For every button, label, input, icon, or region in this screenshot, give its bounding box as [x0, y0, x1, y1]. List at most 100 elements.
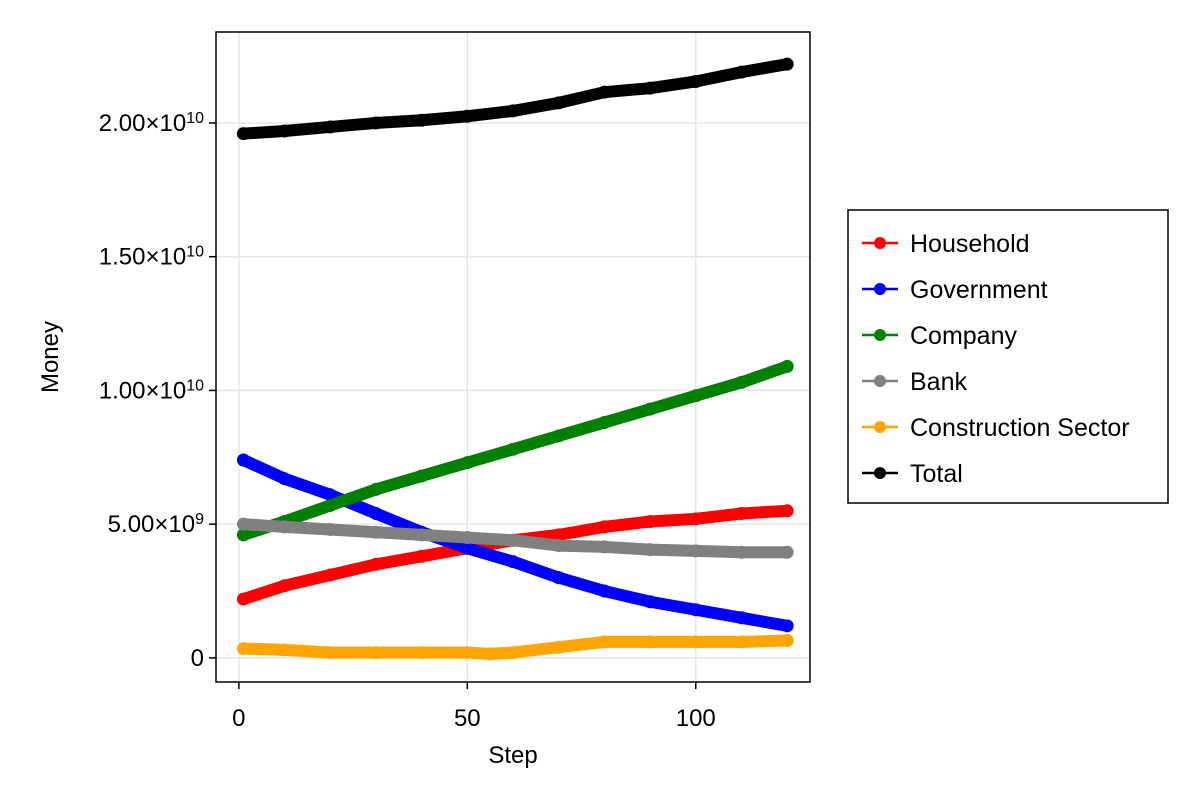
legend-swatch-marker [874, 237, 886, 249]
data-point [323, 120, 337, 134]
data-point [415, 528, 429, 542]
data-point [323, 646, 337, 660]
data-point [689, 512, 703, 526]
data-point [552, 528, 566, 542]
data-point [689, 544, 703, 558]
legend-item: Total [862, 460, 963, 488]
data-point [734, 65, 748, 79]
data-point [780, 634, 794, 648]
legend-item: Company [862, 322, 1017, 350]
legend-item: Household [862, 230, 1030, 258]
legend-swatch-marker [874, 467, 886, 479]
data-point [460, 456, 474, 470]
data-point [643, 402, 657, 416]
data-point [597, 85, 611, 99]
data-point [236, 592, 250, 606]
y-axis-ticks: 0 5.00×109 1.00×1010 1.50×1010 2.00×1010 [99, 109, 216, 672]
data-point [369, 646, 383, 660]
data-point [597, 635, 611, 649]
legend-item: Government [862, 276, 1048, 304]
x-axis-title: Step [488, 742, 537, 769]
data-point [552, 96, 566, 110]
legend: Household Government Company Bank Constructi… [847, 209, 1169, 504]
legend-swatch-marker [874, 375, 886, 387]
series-total [236, 57, 794, 141]
legend-items: Household Government Company Bank Constructi… [862, 230, 1130, 488]
data-point [236, 127, 250, 141]
legend-label: Construction Sector [910, 414, 1130, 442]
data-point [415, 646, 429, 660]
data-point [506, 646, 520, 660]
data-point [236, 517, 250, 531]
series-construction-sector [236, 634, 794, 661]
data-point [236, 528, 250, 542]
legend-label: Bank [910, 368, 967, 396]
legend-item: Construction Sector [862, 414, 1130, 442]
y-tick-label: 1.50×1010 [99, 243, 204, 271]
data-point [780, 619, 794, 633]
data-point [780, 57, 794, 71]
plot-frame [215, 31, 811, 683]
data-point [734, 545, 748, 559]
x-tick-label: 0 [232, 705, 245, 732]
data-point [369, 525, 383, 539]
legend-label: Total [910, 460, 963, 488]
data-point [552, 640, 566, 654]
data-point [552, 539, 566, 553]
data-point [643, 635, 657, 649]
legend-label: Household [910, 230, 1030, 258]
data-point [460, 541, 474, 555]
x-tick-label: 100 [676, 705, 716, 732]
data-point [460, 646, 474, 660]
series-layer [236, 57, 794, 661]
data-point [689, 389, 703, 403]
data-point [689, 603, 703, 617]
data-point [278, 124, 292, 138]
x-axis-ticks: 0 50 100 [232, 682, 716, 732]
data-point [415, 549, 429, 563]
data-point [483, 647, 497, 661]
data-point [597, 584, 611, 598]
legend-swatch-marker [874, 283, 886, 295]
data-point [415, 113, 429, 127]
data-point [369, 557, 383, 571]
series-bank [236, 517, 794, 559]
data-point [643, 595, 657, 609]
data-point [734, 611, 748, 625]
data-point [369, 506, 383, 520]
data-point [369, 482, 383, 496]
data-point [734, 375, 748, 389]
data-point [552, 429, 566, 443]
legend-swatch-marker [874, 329, 886, 341]
data-point [278, 643, 292, 657]
legend-label: Government [910, 276, 1048, 304]
data-point [236, 453, 250, 467]
data-point [780, 504, 794, 518]
data-point [323, 523, 337, 537]
data-point [780, 545, 794, 559]
legend-item: Bank [862, 368, 967, 396]
data-point [643, 543, 657, 557]
y-axis-title: Money [37, 321, 64, 393]
series-line [237, 634, 794, 660]
data-point [506, 442, 520, 456]
data-point [278, 472, 292, 486]
data-point [734, 635, 748, 649]
data-point [552, 571, 566, 585]
data-point [506, 533, 520, 547]
data-point [506, 555, 520, 569]
data-point [278, 579, 292, 593]
data-point [689, 74, 703, 88]
data-point [460, 531, 474, 545]
data-point [460, 109, 474, 123]
data-point [734, 506, 748, 520]
data-point [597, 540, 611, 554]
data-point [369, 116, 383, 130]
data-point [597, 520, 611, 534]
data-point [689, 635, 703, 649]
y-tick-label: 2.00×1010 [99, 109, 204, 137]
legend-label: Company [910, 322, 1017, 350]
y-tick-label: 1.00×1010 [99, 377, 204, 405]
